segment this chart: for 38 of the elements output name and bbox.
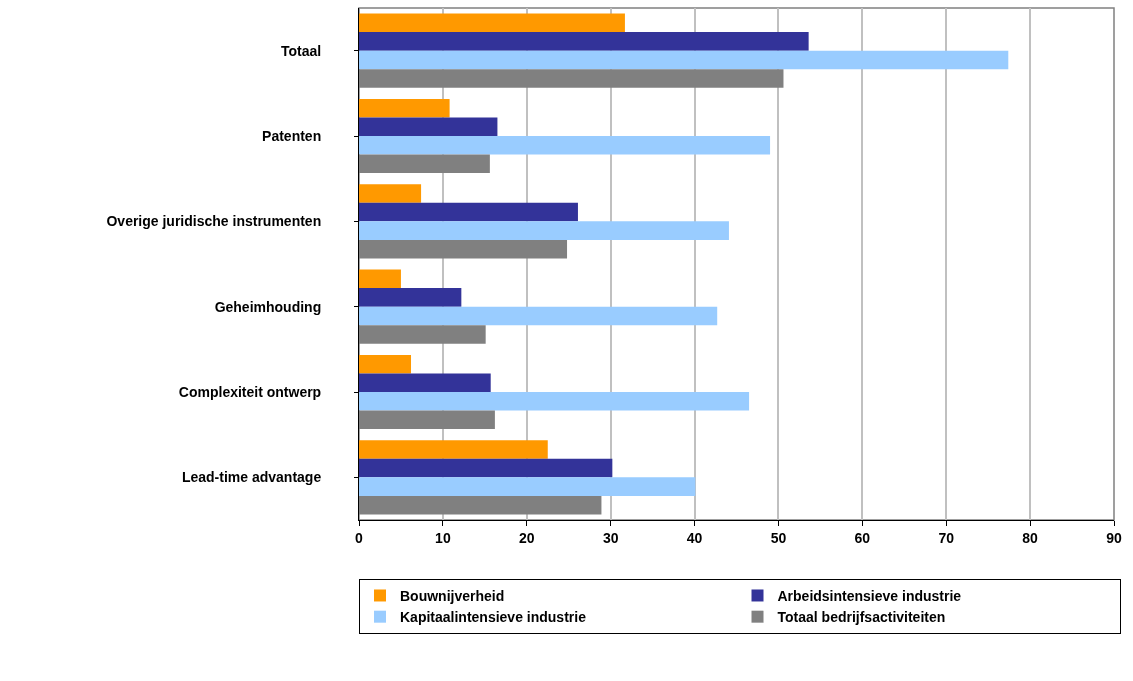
x-tick-label: 30	[602, 529, 619, 546]
legend-label: Bouwnijverheid	[400, 587, 505, 604]
y-tick-label: Lead-time advantage	[181, 469, 322, 486]
x-tick-label: 0	[355, 529, 364, 546]
legend-label: Totaal bedrijfsactiviteiten	[777, 609, 946, 626]
x-tick-label: 20	[518, 529, 535, 546]
y-tick-label: Geheimhouding	[214, 298, 322, 315]
bar	[359, 477, 696, 496]
bar	[359, 136, 771, 155]
x-tick-label: 40	[686, 529, 703, 546]
y-tick-label: Overige juridische instrumenten	[106, 213, 322, 230]
bar	[359, 306, 718, 326]
bar	[359, 354, 412, 374]
bar	[359, 440, 548, 459]
bar	[359, 32, 809, 51]
y-tick-label: Patenten	[262, 127, 322, 144]
bar	[359, 202, 578, 222]
bar	[359, 184, 422, 203]
bar	[359, 458, 613, 478]
bar	[359, 13, 625, 33]
bar	[359, 50, 1009, 70]
x-tick-label: 10	[435, 529, 451, 546]
bar	[359, 288, 462, 307]
bar	[359, 98, 450, 118]
legend-label: Arbeidsintensieve industrie	[777, 587, 962, 604]
y-tick-label: Totaal	[281, 42, 322, 59]
x-tick-label: 80	[1022, 529, 1039, 546]
y-tick-label: Complexiteit ontwerp	[178, 383, 322, 400]
bar	[359, 117, 498, 136]
legend-label: Kapitaalintensieve industrie	[400, 609, 587, 626]
x-tick-label: 70	[938, 529, 955, 546]
bar	[359, 373, 491, 392]
bar	[359, 392, 750, 411]
bar	[359, 221, 729, 240]
x-tick-label: 90	[1106, 529, 1122, 546]
x-tick-label: 50	[770, 529, 787, 546]
bar	[359, 269, 401, 289]
x-tick-label: 60	[854, 529, 871, 546]
